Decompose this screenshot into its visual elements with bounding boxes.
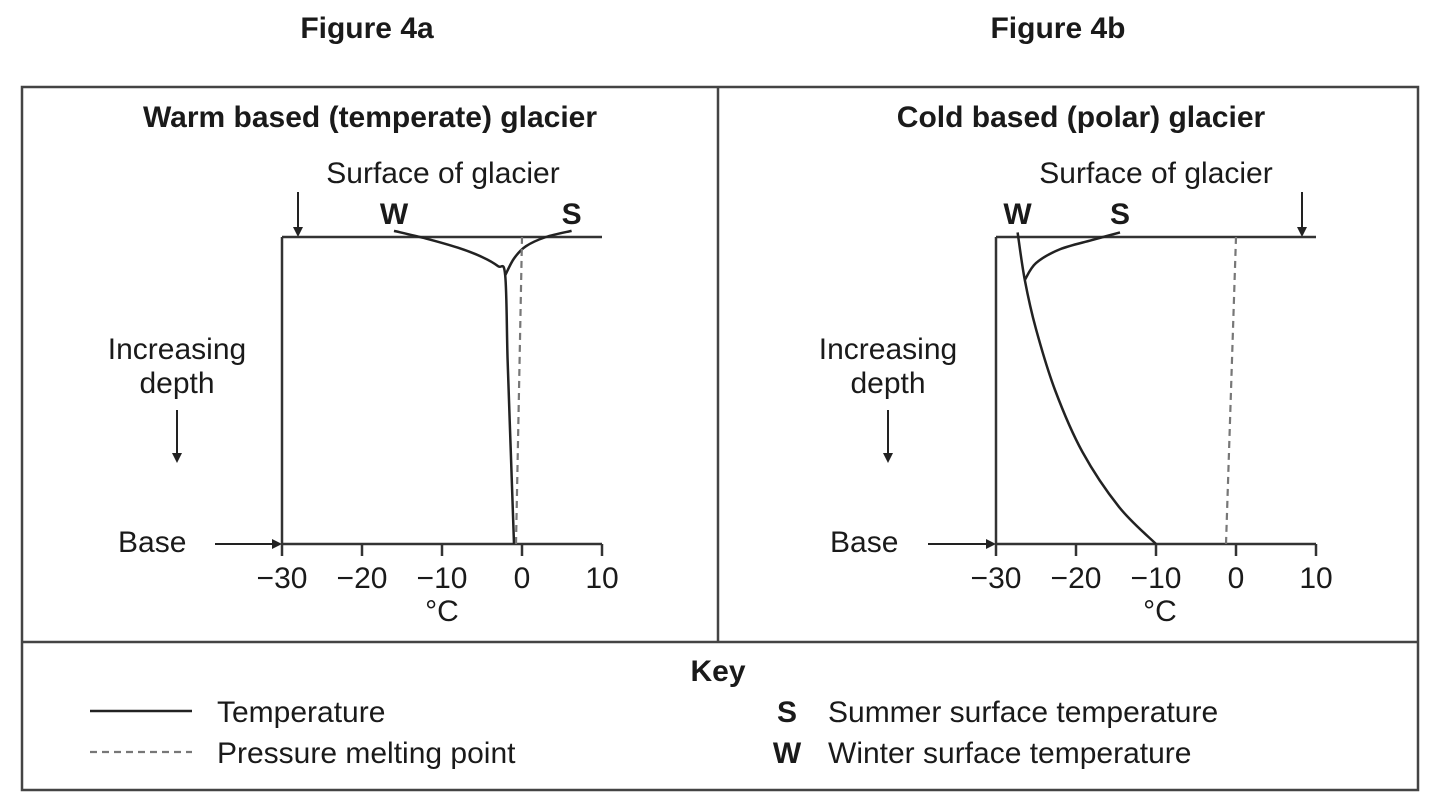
figure-4a-label: Figure 4a xyxy=(300,12,434,45)
depth-label-line2: depth xyxy=(139,367,214,400)
depth-label-line1: Increasing xyxy=(108,333,246,366)
x-tick-label: −30 xyxy=(257,562,308,595)
temperature-curve-w xyxy=(393,229,516,545)
x-tick-label: 0 xyxy=(514,562,531,595)
depth-label-line1: Increasing xyxy=(819,333,957,366)
key-summer-label: Summer surface temperature xyxy=(828,696,1218,729)
base-label: Base xyxy=(830,526,898,559)
x-tick-label: −10 xyxy=(1131,562,1182,595)
panel-title: Warm based (temperate) glacier xyxy=(143,101,597,134)
panel-warm-glacier: Warm based (temperate) glacier Surface of… xyxy=(108,101,619,628)
temperature-curve-s xyxy=(1023,231,1121,281)
surface-label: Surface of glacier xyxy=(1039,157,1272,190)
depth-label-line2: depth xyxy=(850,367,925,400)
temperature-curve-w xyxy=(1016,232,1157,545)
summer-marker: S xyxy=(1110,198,1130,231)
x-tick-label: −10 xyxy=(417,562,468,595)
x-tick-label: −20 xyxy=(1051,562,1102,595)
pressure-melting-point-line xyxy=(514,236,524,545)
x-tick-label: 0 xyxy=(1228,562,1245,595)
winter-marker: W xyxy=(380,198,409,231)
unit-label: °C xyxy=(1143,595,1177,628)
x-tick-label: −20 xyxy=(337,562,388,595)
winter-marker: W xyxy=(1003,198,1032,231)
key-s-symbol: S xyxy=(777,696,797,729)
pressure-melting-point-line xyxy=(1224,236,1238,545)
summer-marker: S xyxy=(562,198,582,231)
x-tick-label: −30 xyxy=(971,562,1022,595)
panel-cold-glacier: Cold based (polar) glacier Surface of gla… xyxy=(819,101,1333,628)
base-label: Base xyxy=(118,526,186,559)
key-w-symbol: W xyxy=(773,737,802,770)
figure-4b-label: Figure 4b xyxy=(990,12,1125,45)
key-temperature-label: Temperature xyxy=(217,696,385,729)
x-tick-label: 10 xyxy=(1299,562,1332,595)
key-winter-label: Winter surface temperature xyxy=(828,737,1191,770)
outer-frame xyxy=(20,85,1420,792)
key-pmp-label: Pressure melting point xyxy=(217,737,516,770)
key: Key Temperature Pressure melting point S… xyxy=(90,655,1218,770)
unit-label: °C xyxy=(425,595,459,628)
key-title: Key xyxy=(690,655,745,688)
temperature-curve-s xyxy=(504,229,572,276)
panel-title: Cold based (polar) glacier xyxy=(897,101,1266,134)
x-tick-label: 10 xyxy=(585,562,618,595)
surface-label: Surface of glacier xyxy=(326,157,559,190)
